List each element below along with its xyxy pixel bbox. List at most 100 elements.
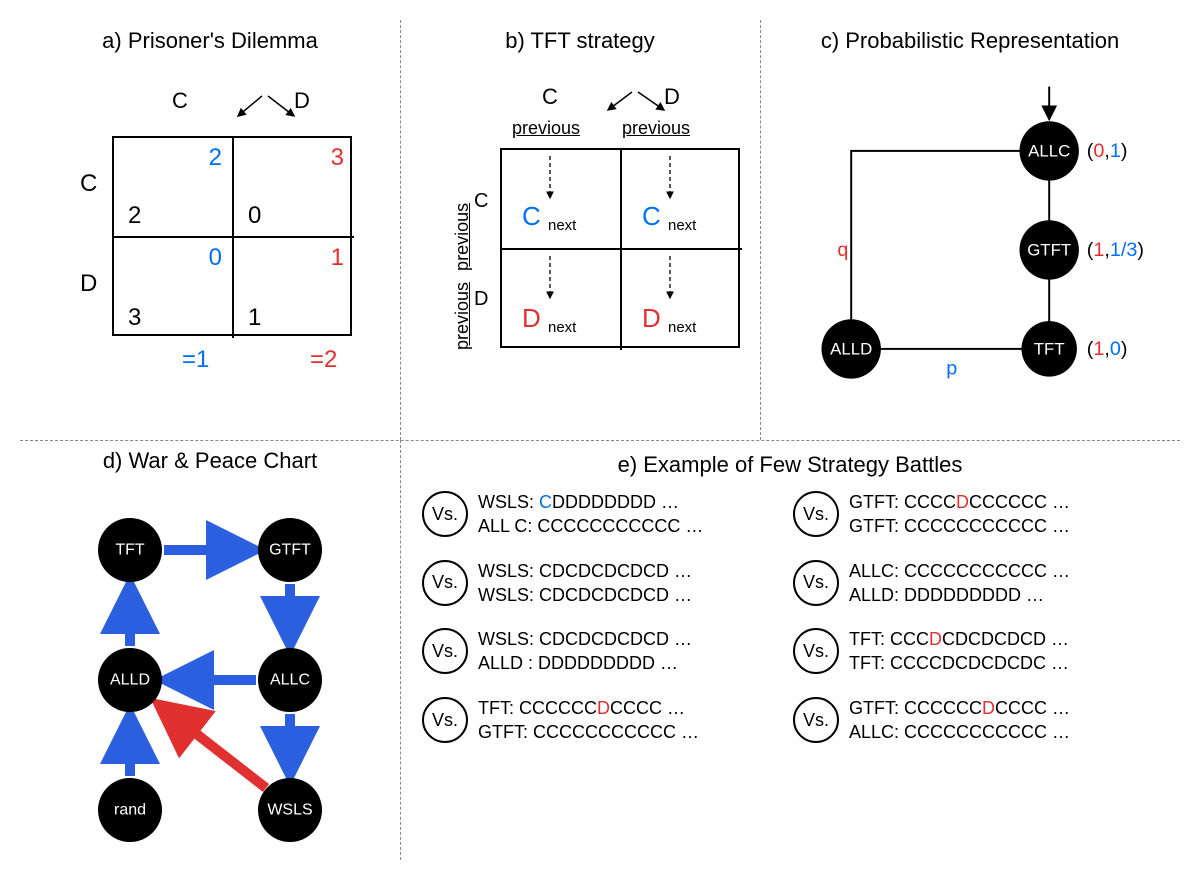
node-rand: rand xyxy=(98,778,162,842)
battle-row: ALLC: CCCCCCCCCCC … xyxy=(849,559,1070,583)
panel-b-prev-top2: previous xyxy=(622,118,690,139)
panel-b-title: b) TFT strategy xyxy=(412,28,748,54)
payoff-cell: 3 0 xyxy=(234,138,354,238)
arrow-icon xyxy=(158,704,266,788)
battle-item: Vs. TFT: CCCDCDCDCDCD … TFT: CCCCDCDCDCD… xyxy=(793,627,1158,676)
vs-badge: Vs. xyxy=(793,491,839,537)
axis-p-label: p xyxy=(946,358,957,380)
svg-text:TFT: TFT xyxy=(115,542,145,559)
tft-cell: D next xyxy=(622,250,742,350)
figure-grid: a) Prisoner's Dilemma C D C D 2 2 3 0 xyxy=(20,20,1180,860)
battles-grid: Vs. WSLS: CDDDDDDDD … ALL C: CCCCCCCCCCC… xyxy=(412,490,1168,744)
panel-a-title: a) Prisoner's Dilemma xyxy=(32,28,388,54)
panel-b-row-d: D xyxy=(474,288,488,311)
battle-row: ALLD : DDDDDDDDD … xyxy=(478,651,692,675)
vs-badge: Vs. xyxy=(422,628,468,674)
coord-tft: (1,0) xyxy=(1087,338,1128,360)
dashed-arrow-icon xyxy=(540,254,560,306)
battle-item: Vs. GTFT: CCCCDCCCCCC … GTFT: CCCCCCCCCC… xyxy=(793,490,1158,539)
coord-gtft: (1,1/3) xyxy=(1087,239,1144,261)
svg-text:rand: rand xyxy=(114,802,146,819)
battle-lines: TFT: CCCDCDCDCDCD … TFT: CCCCDCDCDCDC … xyxy=(849,627,1069,676)
battle-item: Vs. ALLC: CCCCCCCCCCC … ALLD: DDDDDDDDD … xyxy=(793,559,1158,608)
node-allc: ALLC xyxy=(258,648,322,712)
battle-row: GTFT: CCCCCCCCCCC … xyxy=(849,514,1070,538)
node-gtft: GTFT xyxy=(258,518,322,582)
vs-badge: Vs. xyxy=(793,560,839,606)
battle-row: TFT: CCCCCCDCCCC … xyxy=(478,696,699,720)
payoff-cell: 0 3 xyxy=(114,238,234,338)
strategy-square xyxy=(851,151,1049,349)
tft-cell: C next xyxy=(622,150,742,250)
battle-row: TFT: CCCDCDCDCDCD … xyxy=(849,627,1069,651)
svg-text:GTFT: GTFT xyxy=(269,542,311,559)
svg-text:ALLD: ALLD xyxy=(830,339,872,358)
svg-text:ALLC: ALLC xyxy=(1028,141,1070,160)
panel-c: c) Probabilistic Representation q p ALLD… xyxy=(760,20,1180,440)
vs-badge: Vs. xyxy=(422,560,468,606)
svg-text:ALLD: ALLD xyxy=(110,672,150,689)
battle-row: WSLS: CDCDCDCDCD … xyxy=(478,627,692,651)
battle-row: WSLS: CDDDDDDDD … xyxy=(478,490,703,514)
panel-b-prev-left: previous previous xyxy=(452,197,473,350)
node-tft: TFT xyxy=(98,518,162,582)
panel-e-title: e) Example of Few Strategy Battles xyxy=(412,452,1168,478)
panel-a-row-c: C xyxy=(80,170,97,198)
tft-cell: C next xyxy=(502,150,622,250)
battle-row: GTFT: CCCCCCDCCCC … xyxy=(849,696,1070,720)
battle-row: TFT: CCCCDCDCDCDC … xyxy=(849,651,1069,675)
panel-b: b) TFT strategy C D previous previous pr… xyxy=(400,20,760,440)
battle-lines: WSLS: CDCDCDCDCD … ALLD : DDDDDDDDD … xyxy=(478,627,692,676)
battle-lines: ALLC: CCCCCCCCCCC … ALLD: DDDDDDDDD … xyxy=(849,559,1070,608)
battle-row: GTFT: CCCCDCCCCCC … xyxy=(849,490,1070,514)
battle-item: Vs. WSLS: CDCDCDCDCD … WSLS: CDCDCDCDCD … xyxy=(422,559,787,608)
battle-item: Vs. WSLS: CDCDCDCDCD … ALLD : DDDDDDDDD … xyxy=(422,627,787,676)
node-tft: TFT xyxy=(1021,321,1076,376)
battle-item: Vs. WSLS: CDDDDDDDD … ALL C: CCCCCCCCCCC… xyxy=(422,490,787,539)
panel-c-title: c) Probabilistic Representation xyxy=(772,28,1168,54)
coord-allc: (0,1) xyxy=(1087,140,1128,162)
battle-item: Vs. GTFT: CCCCCCDCCCC … ALLC: CCCCCCCCCC… xyxy=(793,696,1158,745)
battle-row: WSLS: CDCDCDCDCD … xyxy=(478,559,692,583)
battle-lines: GTFT: CCCCDCCCCCC … GTFT: CCCCCCCCCCC … xyxy=(849,490,1070,539)
svg-text:GTFT: GTFT xyxy=(1027,240,1071,259)
node-wsls: WSLS xyxy=(258,778,322,842)
battle-lines: WSLS: CDCDCDCDCD … WSLS: CDCDCDCDCD … xyxy=(478,559,692,608)
panel-a-payoff-grid: 2 2 3 0 0 3 1 1 xyxy=(112,136,352,336)
vs-badge: Vs. xyxy=(422,697,468,743)
battle-row: GTFT: CCCCCCCCCCC … xyxy=(478,720,699,744)
vs-badge: Vs. xyxy=(793,628,839,674)
battle-row: ALL C: CCCCCCCCCCC … xyxy=(478,514,703,538)
panel-a-row-d: D xyxy=(80,270,97,298)
battle-row: WSLS: CDCDCDCDCD … xyxy=(478,583,692,607)
node-alld: ALLD xyxy=(822,319,881,378)
battle-row: ALLC: CCCCCCCCCCC … xyxy=(849,720,1070,744)
panel-b-top-arrows-icon xyxy=(602,90,672,114)
payoff-cell: 2 2 xyxy=(114,138,234,238)
dashed-arrow-icon xyxy=(660,154,680,206)
node-alld: ALLD xyxy=(98,648,162,712)
panel-d-diagram: TFT GTFT ALLD ALLC rand WSLS xyxy=(32,480,388,850)
panel-c-diagram: q p ALLD TFT GTFT ALLC (0,1) (1,1/3) ( xyxy=(772,60,1168,420)
battle-row: ALLD: DDDDDDDDD … xyxy=(849,583,1070,607)
panel-b-grid: C next C next D next D next xyxy=(500,148,740,348)
panel-d: d) War & Peace Chart TFT GTFT ALLD ALLC … xyxy=(20,440,400,860)
panel-a-top-arrows-icon xyxy=(232,94,302,120)
battle-lines: WSLS: CDDDDDDDD … ALL C: CCCCCCCCCCC … xyxy=(478,490,703,539)
battle-lines: TFT: CCCCCCDCCCC … GTFT: CCCCCCCCCCC … xyxy=(478,696,699,745)
axis-q-label: q xyxy=(837,239,848,261)
vs-badge: Vs. xyxy=(422,491,468,537)
svg-text:TFT: TFT xyxy=(1034,339,1065,358)
dashed-arrow-icon xyxy=(660,254,680,306)
panel-b-row-c: C xyxy=(474,190,488,213)
node-gtft: GTFT xyxy=(1020,220,1079,279)
panel-b-prev-top1: previous xyxy=(512,118,580,139)
battle-item: Vs. TFT: CCCCCCDCCCC … GTFT: CCCCCCCCCCC… xyxy=(422,696,787,745)
payoff-cell: 1 1 xyxy=(234,238,354,338)
panel-a: a) Prisoner's Dilemma C D C D 2 2 3 0 xyxy=(20,20,400,440)
panel-d-title: d) War & Peace Chart xyxy=(32,448,388,474)
dashed-arrow-icon xyxy=(540,154,560,206)
node-allc: ALLC xyxy=(1020,121,1079,180)
svg-text:WSLS: WSLS xyxy=(267,802,312,819)
panel-a-eq2: =2 xyxy=(310,346,337,374)
